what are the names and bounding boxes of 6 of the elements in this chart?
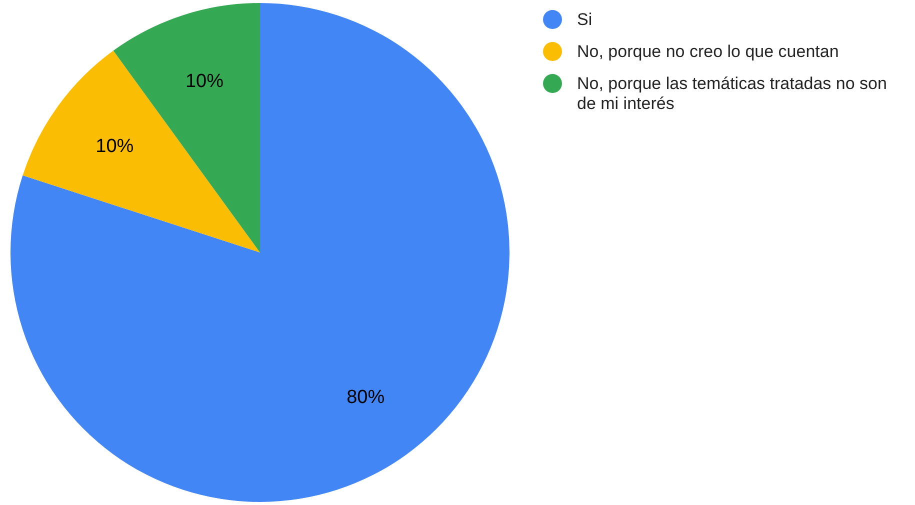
legend-label: No, porque no creo lo que cuentan [577,42,839,62]
legend-label: Si [577,10,592,30]
legend-label: No, porque las temáticas tratadas no son de mi interés [577,74,888,114]
data-label: 10% [185,70,224,92]
data-label: 80% [346,387,385,408]
data-label: 10% [96,136,134,158]
